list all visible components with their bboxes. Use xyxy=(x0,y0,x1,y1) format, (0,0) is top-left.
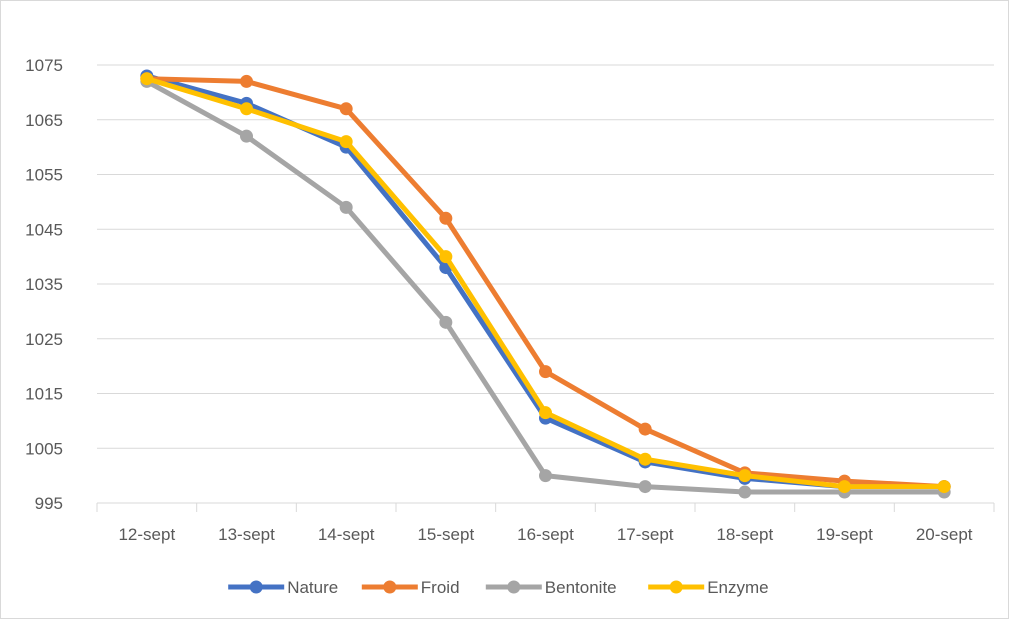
legend-swatch-marker xyxy=(669,580,683,594)
data-point-enzyme[interactable] xyxy=(539,406,552,420)
y-tick-label: 1075 xyxy=(25,56,63,75)
data-point-enzyme[interactable] xyxy=(638,452,652,466)
data-point-enzyme[interactable] xyxy=(439,250,453,264)
data-point-enzyme[interactable] xyxy=(240,102,253,116)
x-tick-label: 16-sept xyxy=(517,525,574,544)
data-point-bentonite[interactable] xyxy=(539,469,552,483)
data-point-froid[interactable] xyxy=(240,74,253,88)
y-tick-label: 1065 xyxy=(25,111,63,130)
x-tick-label: 14-sept xyxy=(318,525,375,544)
series-line-enzyme xyxy=(144,76,947,490)
y-tick-label: 1055 xyxy=(25,166,63,185)
series-layer xyxy=(140,69,951,499)
legend-swatch-marker xyxy=(507,580,521,594)
legend-swatch-marker xyxy=(383,580,397,594)
axis-layer: 995 1005 1015 1025 1035 1045 1055 1065 1075 12-se… xyxy=(25,56,995,544)
y-tick-label: 995 xyxy=(35,494,63,513)
legend-item-enzyme[interactable]: Enzyme xyxy=(648,578,769,597)
x-tick-label: 13-sept xyxy=(218,525,275,544)
series-line-froid xyxy=(144,76,947,490)
data-point-enzyme[interactable] xyxy=(937,480,951,494)
series-line-nature xyxy=(144,73,947,490)
legend-item-nature[interactable]: Nature xyxy=(228,578,338,597)
series-nature xyxy=(140,69,951,494)
x-tick-label: 20-sept xyxy=(916,525,973,544)
data-point-bentonite[interactable] xyxy=(240,129,253,143)
y-tick-label: 1025 xyxy=(25,330,63,349)
series-bentonite xyxy=(140,74,951,499)
data-point-bentonite[interactable] xyxy=(638,480,652,494)
x-tick-label: 17-sept xyxy=(617,525,674,544)
x-tick-label: 15-sept xyxy=(417,525,474,544)
legend-item-bentonite[interactable]: Bentonite xyxy=(485,578,617,597)
legend-label: Enzyme xyxy=(707,578,768,597)
series-enzyme xyxy=(140,72,951,494)
legend: Nature Froid Bentonite Enzyme xyxy=(228,578,769,597)
data-point-froid[interactable] xyxy=(638,422,652,436)
data-point-froid[interactable] xyxy=(439,211,453,225)
legend-label: Nature xyxy=(287,578,338,597)
data-point-bentonite[interactable] xyxy=(339,200,353,214)
grid-layer xyxy=(97,64,994,449)
legend-swatch-marker xyxy=(249,580,263,594)
data-point-enzyme[interactable] xyxy=(838,480,851,494)
y-tick-label: 1015 xyxy=(25,385,63,404)
legend-label: Bentonite xyxy=(545,578,617,597)
legend-label: Froid xyxy=(421,578,460,597)
data-point-bentonite[interactable] xyxy=(738,485,752,499)
series-line-bentonite xyxy=(144,78,947,495)
series-froid xyxy=(140,72,951,494)
data-point-enzyme[interactable] xyxy=(339,135,353,149)
x-tick-label: 19-sept xyxy=(816,525,873,544)
data-point-froid[interactable] xyxy=(339,102,353,116)
x-tick-label: 18-sept xyxy=(716,525,773,544)
y-tick-label: 1045 xyxy=(25,220,63,239)
y-tick-label: 1035 xyxy=(25,275,63,294)
data-point-enzyme[interactable] xyxy=(140,72,154,86)
y-tick-label: 1005 xyxy=(25,439,63,458)
legend-item-froid[interactable]: Froid xyxy=(361,578,460,597)
data-point-enzyme[interactable] xyxy=(738,469,752,483)
data-point-bentonite[interactable] xyxy=(439,315,453,329)
data-point-froid[interactable] xyxy=(539,365,552,379)
x-tick-label: 12-sept xyxy=(118,525,175,544)
